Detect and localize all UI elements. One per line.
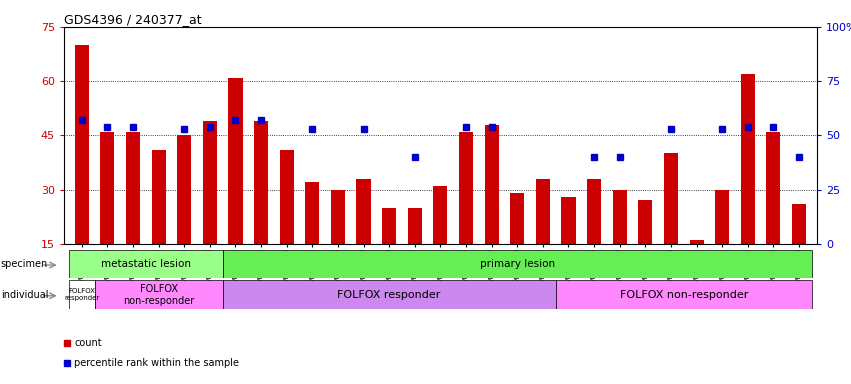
Bar: [767, 132, 780, 298]
Bar: [484, 124, 499, 298]
Bar: [382, 208, 397, 298]
Text: metastatic lesion: metastatic lesion: [100, 259, 191, 269]
Bar: [562, 197, 575, 298]
Bar: [792, 204, 806, 298]
Bar: [223, 250, 812, 278]
Bar: [536, 179, 550, 298]
Bar: [69, 250, 223, 278]
Bar: [408, 208, 422, 298]
Bar: [254, 121, 268, 298]
Bar: [740, 74, 755, 298]
Bar: [638, 200, 653, 298]
Text: primary lesion: primary lesion: [480, 259, 555, 269]
Bar: [459, 132, 473, 298]
Bar: [228, 78, 243, 298]
Bar: [613, 190, 626, 298]
Text: individual: individual: [1, 290, 49, 300]
Bar: [306, 182, 319, 298]
Bar: [357, 179, 370, 298]
Bar: [151, 150, 166, 298]
Bar: [587, 179, 601, 298]
Bar: [664, 154, 678, 298]
Bar: [94, 280, 223, 309]
Text: FOLFOX
responder: FOLFOX responder: [64, 288, 100, 301]
Bar: [689, 240, 704, 298]
Bar: [75, 45, 89, 298]
Text: FOLFOX responder: FOLFOX responder: [338, 290, 441, 300]
Bar: [556, 280, 812, 309]
Bar: [433, 186, 448, 298]
Bar: [511, 193, 524, 298]
Text: FOLFOX non-responder: FOLFOX non-responder: [620, 290, 748, 300]
Bar: [100, 132, 114, 298]
Bar: [715, 190, 729, 298]
Bar: [177, 136, 191, 298]
Text: count: count: [74, 338, 102, 348]
Text: FOLFOX
non-responder: FOLFOX non-responder: [123, 284, 194, 306]
Bar: [280, 150, 294, 298]
Text: specimen: specimen: [1, 259, 49, 269]
Text: GDS4396 / 240377_at: GDS4396 / 240377_at: [64, 13, 202, 26]
Bar: [126, 132, 140, 298]
Text: percentile rank within the sample: percentile rank within the sample: [74, 358, 239, 368]
Bar: [69, 280, 94, 309]
Bar: [331, 190, 345, 298]
Bar: [203, 121, 217, 298]
Bar: [223, 280, 556, 309]
